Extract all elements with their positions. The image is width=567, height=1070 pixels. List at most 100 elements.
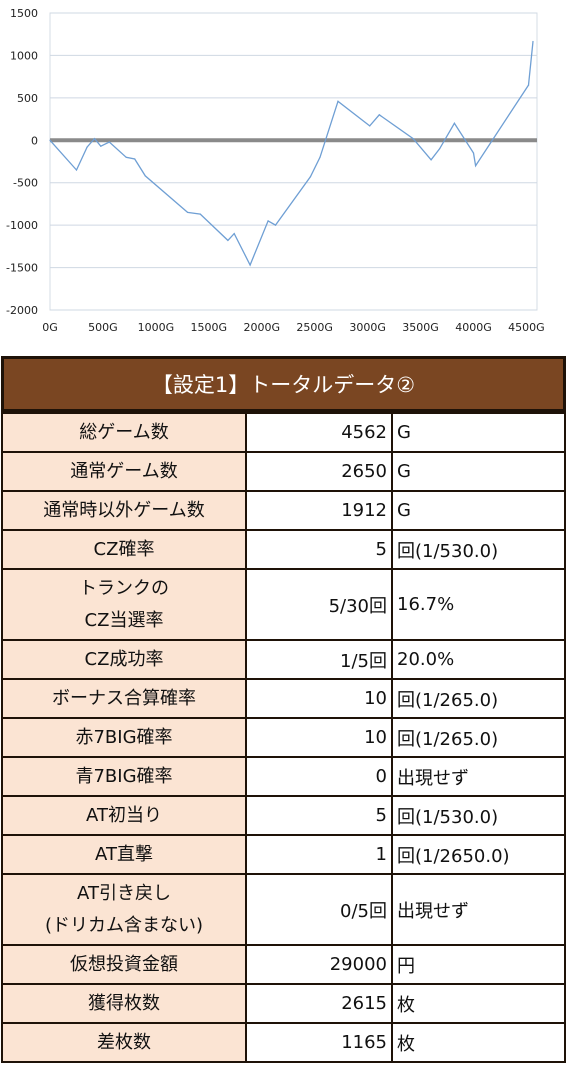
row-value: 1912 [245, 490, 393, 531]
table-row: 獲得枚数 2615 枚 [1, 983, 566, 1024]
table-row: 赤7BIG確率 10 回(1/265.0) [1, 717, 566, 758]
row-label-text: CZ成功率 [84, 648, 164, 670]
table-title: 【設定1】トータルデータ② [1, 356, 566, 412]
table-row: ボーナス合算確率 10 回(1/265.0) [1, 678, 566, 719]
row-label: 仮想投資金額 [1, 944, 247, 985]
y-tick-label: -1500 [6, 262, 38, 275]
data-point [412, 137, 414, 140]
row-label-text-line2: (ドリカム含まない) [44, 914, 204, 936]
row-label: AT引き戻し (ドリカム含まない) [1, 873, 247, 946]
row-label: 通常時以外ゲーム数 [1, 490, 247, 531]
data-point [378, 114, 380, 116]
table-row: トランクの CZ当選率 5/30回 16.7% [1, 568, 566, 641]
data-point [249, 264, 251, 266]
data-point [337, 100, 339, 102]
x-tick-label: 4000G [455, 321, 492, 334]
data-point [187, 211, 189, 214]
row-unit: 16.7% [391, 568, 566, 641]
table-row: AT初当り 5 回(1/530.0) [1, 795, 566, 836]
row-label-text: 総ゲーム数 [79, 421, 169, 443]
table-row: CZ成功率 1/5回 20.0% [1, 639, 566, 680]
y-tick-label: -2000 [6, 304, 38, 317]
data-point [199, 213, 201, 215]
row-label-text: トランクの [79, 577, 169, 599]
table-row: AT引き戻し (ドリカム含まない) 0/5回 出現せず [1, 873, 566, 946]
data-point [125, 156, 127, 158]
row-label: AT初当り [1, 795, 247, 836]
series-line [49, 41, 534, 267]
row-value: 1 [245, 834, 393, 875]
data-point [439, 148, 441, 150]
x-tick-label: 2000G [243, 321, 280, 334]
data-point [93, 137, 96, 140]
data-point [474, 165, 477, 167]
row-unit: 出現せず [391, 873, 566, 946]
row-label: 差枚数 [1, 1022, 247, 1063]
row-unit: 回(1/2650.0) [391, 834, 566, 875]
row-unit: 出現せず [391, 756, 566, 797]
row-label-text: 通常時以外ゲーム数 [43, 499, 205, 521]
y-tick-label: 0 [31, 134, 38, 147]
row-label-text: AT直撃 [95, 843, 153, 865]
data-point [430, 159, 432, 161]
x-tick-label: 4500G [508, 321, 545, 334]
row-value: 1/5回 [245, 639, 393, 680]
data-point [144, 175, 146, 177]
total-data-table: 【設定1】トータルデータ② 総ゲーム数 4562 G 通常ゲーム数 2650 G 通常時以外… [1, 356, 566, 1070]
row-label-text: AT引き戻し [77, 882, 171, 904]
x-tick-label: 3500G [402, 321, 439, 334]
row-value: 5 [245, 529, 393, 570]
row-unit: 20.0% [391, 639, 566, 680]
row-value: 5 [245, 795, 393, 836]
row-value: 29000 [245, 944, 393, 985]
row-unit: 回(1/265.0) [391, 678, 566, 719]
row-label-text: 通常ゲーム数 [70, 460, 178, 482]
row-value: 2615 [245, 983, 393, 1024]
y-tick-label: -500 [13, 177, 38, 190]
plot-area [49, 12, 538, 311]
data-point [75, 169, 78, 171]
table-row: 青7BIG確率 0 出現せず [1, 756, 566, 797]
x-tick-label: 2500G [296, 321, 333, 334]
row-label-text: CZ確率 [93, 538, 155, 560]
row-label-text: 獲得枚数 [88, 992, 160, 1014]
y-tick-label: 500 [17, 92, 38, 105]
data-point [227, 239, 229, 242]
row-value: 1165 [245, 1022, 393, 1063]
row-label: 通常ゲーム数 [1, 451, 247, 492]
x-tick-label: 3000G [349, 321, 386, 334]
row-label-text: ボーナス合算確率 [52, 687, 196, 709]
x-tick-label: 1000G [138, 321, 175, 334]
table-row: 総ゲーム数 4562 G [1, 412, 566, 453]
data-point [233, 233, 235, 235]
row-label-text: 赤7BIG確率 [75, 726, 173, 748]
data-point [369, 125, 371, 127]
row-unit: 枚 [391, 1022, 566, 1063]
data-point [309, 176, 312, 178]
row-unit: 回(1/530.0) [391, 529, 566, 570]
data-point [527, 84, 530, 86]
row-unit: 回(1/265.0) [391, 717, 566, 758]
x-tick-label: 500G [88, 321, 118, 334]
line-chart: 1500 1000 500 0 -500 -1000 -1500 -2000 0G 500G 100… [0, 0, 567, 345]
row-value: 2650 [245, 451, 393, 492]
y-tick-label: -1000 [6, 219, 38, 232]
row-unit: 円 [391, 944, 566, 985]
row-label: ボーナス合算確率 [1, 678, 247, 719]
row-unit: G [391, 451, 566, 492]
data-point [134, 158, 136, 160]
x-tick-label: 1500G [191, 321, 228, 334]
chart-svg: 1500 1000 500 0 -500 -1000 -1500 -2000 0G 500G 100… [6, 7, 545, 334]
table-row: 通常時以外ゲーム数 1912 G [1, 490, 566, 531]
data-point [274, 224, 277, 226]
row-label: 青7BIG確率 [1, 756, 247, 797]
row-value: 4562 [245, 412, 393, 453]
y-tick-label: 1000 [10, 49, 38, 62]
row-label: トランクの CZ当選率 [1, 568, 247, 641]
data-point [319, 156, 321, 158]
row-label: CZ成功率 [1, 639, 247, 680]
row-label: 獲得枚数 [1, 983, 247, 1024]
table-row: 差枚数 1165 枚 [1, 1022, 566, 1063]
data-point [453, 122, 456, 124]
x-tick-label: 0G [42, 321, 58, 334]
